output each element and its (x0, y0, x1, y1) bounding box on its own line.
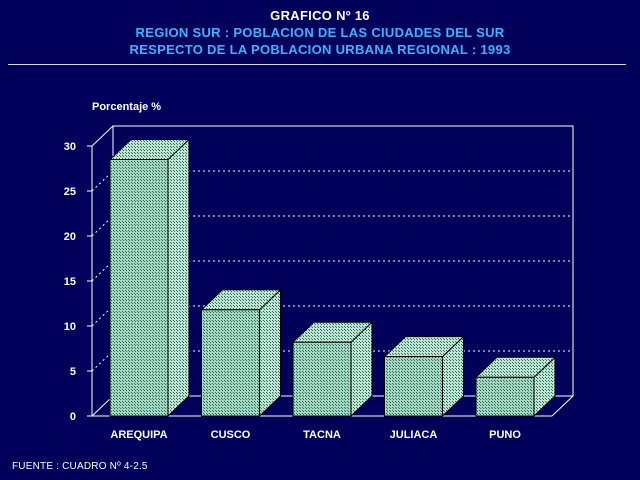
x-tick-label: TACNA (303, 429, 341, 441)
floor-right-edge (551, 395, 574, 417)
header-divider (8, 64, 626, 65)
bar-front-face (109, 159, 169, 417)
bar-tacna (291, 321, 374, 418)
y-tick-label: 5 (70, 366, 76, 378)
bar-front-face (475, 376, 535, 417)
y-tick-label: 15 (64, 276, 76, 288)
bar-puno (474, 356, 557, 418)
y-tick-label: 0 (70, 411, 76, 423)
y-tick-label: 10 (64, 321, 76, 333)
x-tick-label: CUSCO (211, 429, 251, 441)
bar-side-face (167, 138, 190, 418)
source-note: FUENTE : CUADRO Nº 4-2.5 (12, 461, 148, 472)
x-tick-label: PUNO (489, 429, 521, 441)
y-tick-label: 30 (64, 141, 76, 153)
bar-arequipa (108, 138, 191, 418)
y-tick-label: 20 (64, 231, 76, 243)
bar-front-face (292, 341, 352, 417)
bar-front-face (201, 309, 260, 417)
bar-juliaca (383, 335, 465, 418)
y-axis-label: Porcentaje % (92, 101, 161, 113)
bar-side-face (259, 288, 281, 418)
chart-subtitle-2: RESPECTO DE LA POBLACION URBANA REGIONAL… (129, 42, 511, 57)
chart-title: GRAFICO Nº 16 (270, 8, 370, 23)
chart-subtitle: REGION SUR : POBLACION DE LAS CIUDADES D… (135, 25, 505, 40)
y-tick-label: 25 (64, 186, 76, 198)
bar-cusco (200, 288, 282, 418)
x-tick-label: JULIACA (390, 429, 438, 441)
left-wall-top-edge (91, 125, 114, 147)
bar-front-face (384, 356, 443, 417)
x-tick-label: AREQUIPA (110, 429, 167, 441)
